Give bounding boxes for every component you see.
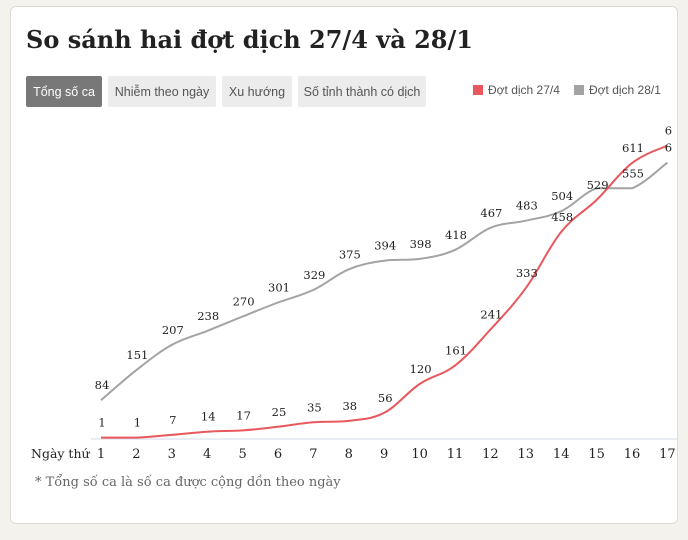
data-label-27-4: 56 bbox=[378, 391, 393, 405]
data-label-27-4: 6 bbox=[665, 124, 672, 138]
data-label-28-1: 555 bbox=[622, 166, 644, 180]
series-line-28-1 bbox=[100, 161, 668, 401]
x-tick-label: 11 bbox=[447, 447, 464, 462]
legend-swatch-series-a bbox=[473, 85, 483, 95]
data-label-27-4: 25 bbox=[272, 405, 287, 419]
data-label-28-1: 270 bbox=[233, 295, 255, 309]
tab-trend[interactable]: Xu hướng bbox=[222, 76, 292, 107]
data-label-28-1: 467 bbox=[480, 206, 502, 220]
data-label-28-1: 504 bbox=[551, 189, 573, 203]
data-label-27-4: 1 bbox=[98, 416, 105, 430]
x-tick-label: 7 bbox=[309, 447, 317, 462]
x-tick-label: 9 bbox=[380, 447, 388, 462]
data-label-27-4: 17 bbox=[236, 408, 251, 422]
x-tick-label: 10 bbox=[411, 447, 428, 462]
data-label-27-4: 14 bbox=[201, 410, 216, 424]
legend-swatch-series-b bbox=[574, 85, 584, 95]
data-label-28-1: 301 bbox=[268, 281, 290, 295]
x-axis-title: Ngày thứ bbox=[31, 446, 91, 461]
x-tick-label: 1 bbox=[97, 447, 105, 462]
data-label-27-4: 120 bbox=[410, 362, 432, 376]
data-label-27-4: 241 bbox=[480, 308, 502, 322]
data-label-28-1: 418 bbox=[445, 228, 467, 242]
data-label-28-1: 207 bbox=[162, 323, 184, 337]
tab-provinces[interactable]: Số tỉnh thành có dịch bbox=[298, 76, 426, 107]
x-tick-label: 8 bbox=[345, 447, 353, 462]
chart-card: So sánh hai đợt dịch 27/4 và 28/1 Tổng s… bbox=[10, 6, 678, 524]
x-tick-label: 15 bbox=[588, 447, 605, 462]
x-tick-label: 4 bbox=[203, 447, 211, 462]
x-tick-label: 3 bbox=[168, 447, 176, 462]
data-label-27-4: 7 bbox=[169, 413, 176, 427]
data-label-27-4: 611 bbox=[622, 141, 644, 155]
data-label-28-1: 238 bbox=[197, 309, 219, 323]
legend-item-series-a[interactable]: Đợt dịch 27/4 bbox=[473, 83, 560, 97]
x-tick-label: 14 bbox=[553, 447, 570, 462]
legend-label-series-a: Đợt dịch 27/4 bbox=[488, 83, 560, 97]
x-tick-label: 2 bbox=[132, 447, 140, 462]
footnote: * Tổng số ca là số ca được cộng dồn theo… bbox=[35, 475, 341, 490]
data-label-27-4: 38 bbox=[342, 399, 357, 413]
data-label-27-4: 35 bbox=[307, 400, 322, 414]
data-label-28-1: 6 bbox=[665, 141, 672, 155]
data-label-28-1: 151 bbox=[126, 348, 148, 362]
data-label-27-4: 333 bbox=[516, 266, 538, 280]
chart-title: So sánh hai đợt dịch 27/4 và 28/1 bbox=[26, 25, 473, 54]
data-label-28-1: 483 bbox=[516, 199, 538, 213]
data-label-27-4: 1 bbox=[134, 416, 141, 430]
data-label-28-1: 394 bbox=[374, 239, 396, 253]
line-chart: Ngày thứ 1 2 3 4 5 6 7 8 9 10 11 12 13 14 15 16 17 1 1 7 14 1… bbox=[31, 124, 677, 462]
legend-item-series-b[interactable]: Đợt dịch 28/1 bbox=[574, 83, 661, 97]
tab-daily-infections[interactable]: Nhiễm theo ngày bbox=[108, 76, 216, 107]
x-tick-label: 13 bbox=[518, 447, 535, 462]
x-tick-label: 6 bbox=[274, 447, 282, 462]
data-label-27-4: 529 bbox=[587, 178, 609, 192]
x-tick-label: 17 bbox=[659, 447, 676, 462]
tab-total-cases[interactable]: Tổng số ca bbox=[26, 76, 102, 107]
x-tick-label: 12 bbox=[482, 447, 499, 462]
x-tick-label: 16 bbox=[624, 447, 641, 462]
data-label-28-1: 84 bbox=[95, 378, 110, 392]
data-label-28-1: 375 bbox=[339, 247, 361, 261]
data-label-27-4: 161 bbox=[445, 344, 467, 358]
data-label-28-1: 329 bbox=[303, 268, 325, 282]
legend-label-series-b: Đợt dịch 28/1 bbox=[589, 83, 661, 97]
data-label-28-1: 398 bbox=[410, 237, 432, 251]
series-line-27-4 bbox=[100, 144, 668, 439]
data-label-27-4: 458 bbox=[551, 210, 573, 224]
x-tick-label: 5 bbox=[238, 447, 246, 462]
